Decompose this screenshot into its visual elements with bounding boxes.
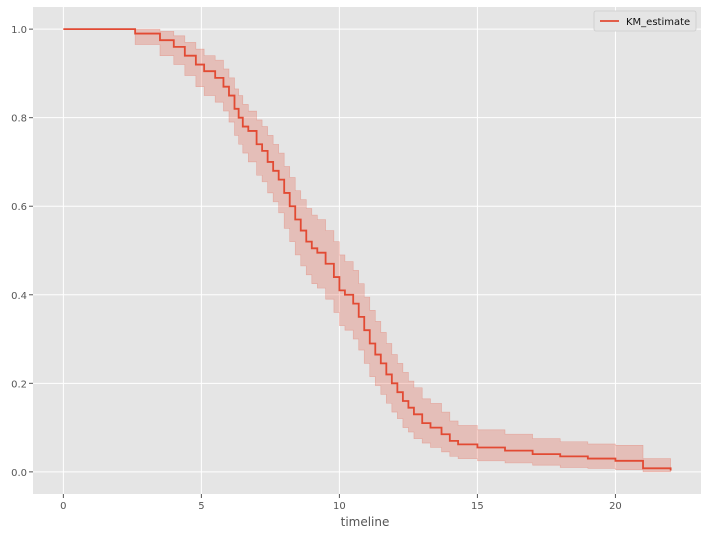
- y-tick-label: 0.8: [11, 114, 27, 125]
- y-tick-label: 0.4: [11, 291, 27, 302]
- x-tick-label: 10: [333, 501, 346, 512]
- tick-layer: 0 5 10 15 20 0.0 0.2 0.4 0.6 0.8 1.0: [11, 25, 622, 512]
- grid-layer: [33, 7, 701, 494]
- line-layer: [63, 28, 672, 471]
- x-tick-label: 15: [471, 501, 484, 512]
- km-estimate-line: [63, 28, 672, 471]
- y-tick-label: 0.0: [11, 468, 27, 479]
- x-axis-label: timeline: [341, 515, 390, 529]
- legend: KM_estimate: [593, 10, 697, 32]
- x-tick-label: 5: [198, 501, 204, 512]
- y-tick-label: 0.2: [11, 379, 27, 390]
- legend-label: KM_estimate: [626, 17, 690, 28]
- x-tick-label: 20: [609, 501, 622, 512]
- y-tick-label: 1.0: [11, 25, 27, 36]
- legend-box: [593, 10, 697, 32]
- plot-background: [33, 7, 701, 494]
- x-tick-label: 0: [60, 501, 66, 512]
- y-tick-label: 0.6: [11, 202, 27, 213]
